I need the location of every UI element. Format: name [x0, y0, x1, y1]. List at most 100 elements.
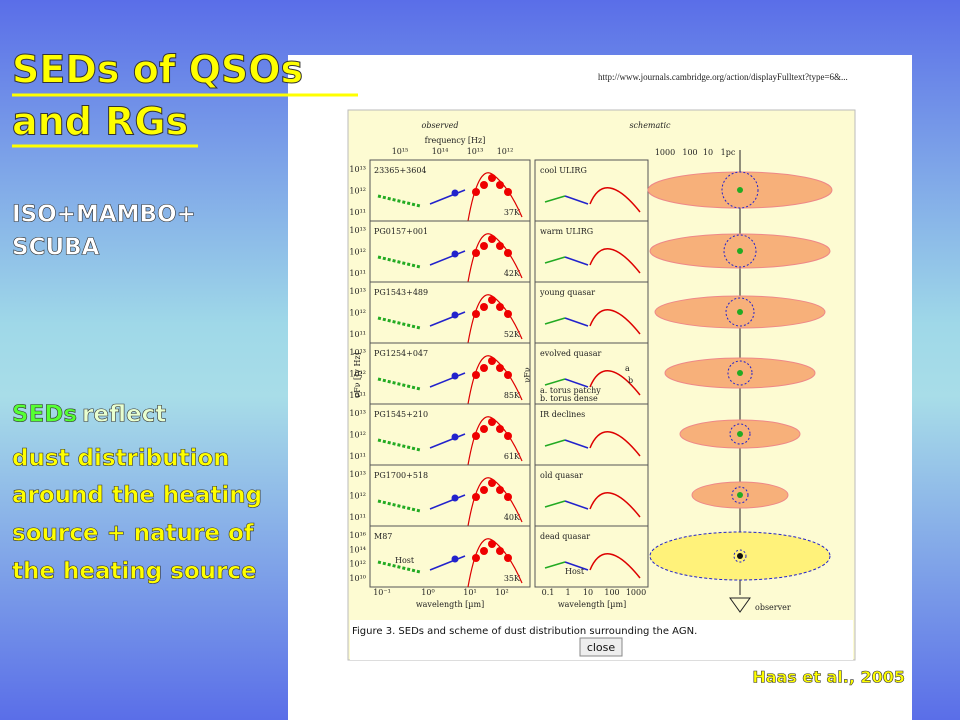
note-line: the heating source	[12, 559, 257, 585]
figure-label: νFν [Jy Hz]	[353, 352, 362, 398]
figure-label: Host	[395, 556, 415, 565]
figure-label: wavelength [µm]	[558, 600, 626, 609]
figure-label: IR declines	[540, 410, 585, 419]
red-dot	[472, 310, 480, 318]
scheme-green	[544, 256, 566, 264]
red-dot	[480, 181, 488, 189]
blue-points	[429, 250, 466, 266]
red-dot	[504, 310, 512, 318]
caption: Figure 3. SEDs and scheme of dust distri…	[352, 626, 697, 637]
blue-dot	[451, 555, 459, 563]
blue-points	[429, 189, 466, 205]
figure-label: PG1700+518	[374, 471, 428, 480]
sed-panel	[369, 525, 531, 588]
red-dot	[480, 364, 488, 372]
note-line: around the heating	[12, 483, 262, 509]
blue-points	[429, 311, 466, 327]
scheme-blue	[564, 500, 589, 510]
red-dot	[504, 493, 512, 501]
figure-label: 10¹²	[349, 431, 366, 440]
figure-label: 10¹⁶	[349, 531, 366, 540]
green-points	[377, 377, 421, 391]
red-dot	[472, 432, 480, 440]
subtitle: SCUBA	[12, 235, 100, 261]
nucleus	[737, 248, 743, 254]
red-dot	[488, 418, 496, 426]
green-points	[377, 255, 421, 269]
red-dot	[480, 303, 488, 311]
figure-label: 10¹	[463, 588, 476, 597]
figure-label: 10	[583, 588, 593, 597]
green-points	[377, 316, 421, 330]
figure-label: 10¹²	[349, 560, 366, 569]
figure-label: 10¹³	[349, 348, 366, 357]
figure-label: 1pc	[721, 148, 736, 157]
scheme-panel	[534, 525, 649, 588]
scheme-blue	[564, 561, 589, 571]
blue-dot	[451, 494, 459, 502]
figure-label: 10¹²	[497, 147, 514, 156]
red-dot	[504, 554, 512, 562]
figure-label: 10⁰	[421, 588, 434, 597]
scheme-green	[544, 439, 566, 447]
red-dot	[496, 242, 504, 250]
red-dot	[496, 181, 504, 189]
figure-label: 10⁻¹	[373, 588, 391, 597]
scheme-red	[589, 553, 641, 579]
torus	[733, 549, 747, 563]
blue-points	[429, 555, 466, 571]
figure-label: 10¹²	[349, 187, 366, 196]
torus	[725, 297, 755, 327]
figure-label: 10	[703, 148, 713, 157]
red-dot	[496, 303, 504, 311]
scheme-red	[589, 370, 641, 396]
figure-label: 1000	[655, 148, 675, 157]
red-dot	[496, 364, 504, 372]
figure-label: 37K	[504, 208, 521, 217]
red-dot	[488, 296, 496, 304]
torus	[727, 360, 753, 386]
close-label[interactable]: close	[587, 641, 616, 654]
red-dot	[496, 547, 504, 555]
figure-label: Host	[565, 567, 585, 576]
figure-label: 1000	[626, 588, 646, 597]
figure-label: 10¹³	[349, 165, 366, 174]
green-points	[377, 194, 421, 208]
red-dot	[504, 371, 512, 379]
figure-label: PG1545+210	[374, 410, 428, 419]
scheme-green	[544, 561, 566, 569]
red-dot	[472, 554, 480, 562]
figure-label: a. torus patchy	[540, 386, 601, 395]
red-dot	[472, 188, 480, 196]
note-lead-rest: reflect	[82, 402, 166, 428]
figure-label: schematic	[629, 121, 671, 130]
red-dot	[480, 242, 488, 250]
red-dot	[488, 540, 496, 548]
scheme-red	[589, 248, 641, 274]
figure-label: young quasar	[539, 288, 595, 297]
torus	[723, 234, 757, 268]
note-line: source + nature of	[12, 521, 255, 547]
blue-points	[429, 372, 466, 388]
figure-label: b	[628, 376, 633, 385]
figure-label: 10¹²	[349, 492, 366, 501]
nucleus	[737, 309, 743, 315]
red-dot	[504, 188, 512, 196]
note-lead: SEDs	[12, 402, 77, 428]
figure-label: 10¹¹	[349, 391, 366, 400]
blue-dot	[451, 433, 459, 441]
torus	[721, 171, 759, 209]
figure-label: 10¹³	[349, 226, 366, 235]
close-button[interactable]	[579, 637, 623, 657]
red-dot	[488, 174, 496, 182]
figure-label: 23365+3604	[374, 166, 427, 175]
green-points	[377, 499, 421, 513]
figure-label: 42K	[504, 269, 521, 278]
green-points	[377, 438, 421, 452]
red-dot	[472, 249, 480, 257]
figure-label: 100	[604, 588, 619, 597]
scheme-green	[544, 195, 566, 203]
figure-label: 10¹¹	[349, 452, 366, 461]
figure-label: 52K	[504, 330, 521, 339]
